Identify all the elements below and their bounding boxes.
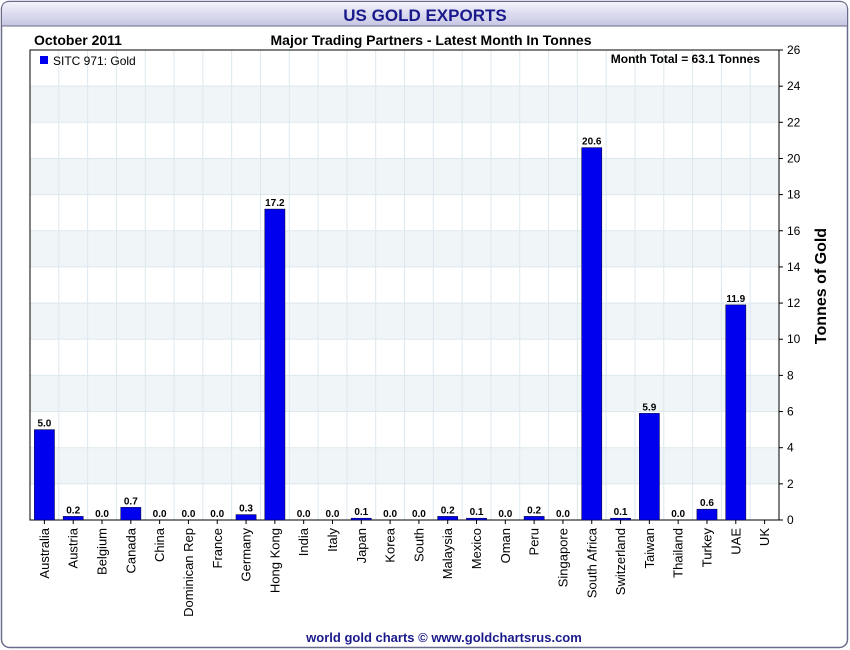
bar (696, 508, 718, 521)
bar (437, 516, 459, 521)
y-tick-label: 6 (787, 405, 794, 419)
title-bar (1, 1, 848, 27)
x-tick-label: Thailand (671, 528, 686, 578)
bar (34, 429, 55, 521)
y-tick-label: 24 (787, 79, 801, 93)
date-label: October 2011 (34, 32, 122, 48)
x-tick-label: Germany (239, 528, 254, 582)
bar-value-label: 0.0 (95, 509, 109, 520)
bar-value-label: 0.2 (441, 505, 455, 516)
bar (350, 517, 372, 521)
bar-value-label: 0.6 (700, 498, 714, 509)
bar-value-label: 0.0 (412, 509, 426, 520)
bar (610, 517, 631, 521)
bar (523, 516, 545, 521)
x-tick-label: Dominican Rep (181, 528, 196, 617)
chart-subtitle: Major Trading Partners - Latest Month In… (271, 32, 592, 48)
month-total-label: Month Total = 63.1 Tonnes (611, 52, 761, 66)
bar-value-label: 0.7 (124, 496, 138, 507)
bar-value-label: 0.1 (614, 507, 628, 518)
bar-value-label: 0.0 (181, 509, 195, 520)
bar-value-label: 0.0 (498, 509, 512, 520)
x-tick-label: Peru (527, 528, 542, 555)
x-tick-label: Italy (325, 528, 340, 552)
x-tick-label: UK (757, 528, 772, 546)
x-tick-label: Switzerland (613, 528, 628, 595)
y-tick-label: 4 (787, 441, 794, 455)
bar (235, 514, 257, 521)
x-tick-label: South (411, 528, 426, 562)
bar-value-label: 0.0 (153, 509, 167, 520)
plot-area: 024681012141618202224265.0Australia0.2Au… (29, 43, 801, 617)
x-tick-label: Hong Kong (267, 528, 282, 593)
x-tick-label: China (152, 527, 167, 562)
x-tick-label: South Africa (584, 527, 599, 598)
x-tick-label: Austria (66, 527, 81, 568)
y-tick-label: 20 (787, 151, 801, 165)
x-tick-label: Belgium (95, 528, 110, 575)
y-tick-label: 2 (787, 477, 794, 491)
bar-value-label: 0.2 (66, 505, 80, 516)
plot-border (29, 49, 780, 521)
x-tick-label: India (296, 527, 311, 556)
bar-value-label: 0.0 (297, 509, 311, 520)
chart-title: US GOLD EXPORTS (343, 6, 506, 25)
y-tick-label: 0 (787, 513, 794, 527)
x-tick-label: Australia (37, 527, 52, 578)
bar-value-label: 0.0 (556, 509, 570, 520)
bar-value-label: 17.2 (265, 198, 285, 209)
bar-value-label: 0.0 (383, 509, 397, 520)
y-tick-label: 26 (787, 43, 801, 57)
bar (725, 304, 747, 521)
bar (581, 147, 603, 521)
y-tick-label: 16 (787, 224, 801, 238)
x-tick-label: France (210, 528, 225, 568)
x-tick-label: Mexico (469, 528, 484, 569)
bar-value-label: 0.0 (326, 509, 340, 520)
bar-value-label: 0.2 (527, 505, 541, 516)
bar (120, 507, 142, 521)
x-tick-label: Taiwan (642, 528, 657, 568)
x-tick-label: Canada (123, 527, 138, 573)
bar (639, 413, 660, 521)
x-tick-label: Korea (383, 527, 398, 562)
bar-value-label: 5.0 (37, 419, 51, 430)
x-tick-label: Malaysia (440, 527, 455, 579)
bar (466, 517, 487, 521)
x-tick-label: UAE (728, 528, 743, 555)
legend-label: SITC 971: Gold (53, 54, 136, 68)
y-tick-label: 12 (787, 296, 801, 310)
y-tick-label: 22 (787, 115, 801, 129)
bar (62, 516, 84, 521)
bar-value-label: 0.0 (210, 509, 224, 520)
y-axis-title: Tonnes of Gold (813, 228, 830, 344)
bar-value-label: 20.6 (582, 137, 602, 148)
bar-value-label: 0.1 (470, 507, 484, 518)
x-tick-label: Singapore (555, 528, 570, 587)
bar-value-label: 5.9 (642, 402, 656, 413)
x-tick-label: Turkey (699, 528, 714, 568)
y-tick-label: 10 (787, 332, 801, 346)
bar-value-label: 0.3 (239, 504, 253, 515)
y-tick-label: 18 (787, 188, 801, 202)
legend-swatch (40, 56, 48, 64)
bar-value-label: 11.9 (726, 294, 745, 305)
y-tick-label: 8 (787, 368, 794, 382)
footer-credit: world gold charts © www.goldchartsrus.co… (305, 630, 582, 645)
bar-value-label: 0.0 (671, 509, 685, 520)
y-tick-label: 14 (787, 260, 801, 274)
bar (264, 208, 286, 521)
x-tick-label: Japan (354, 528, 369, 563)
x-tick-label: Oman (498, 528, 513, 563)
bar-value-label: 0.1 (354, 507, 368, 518)
